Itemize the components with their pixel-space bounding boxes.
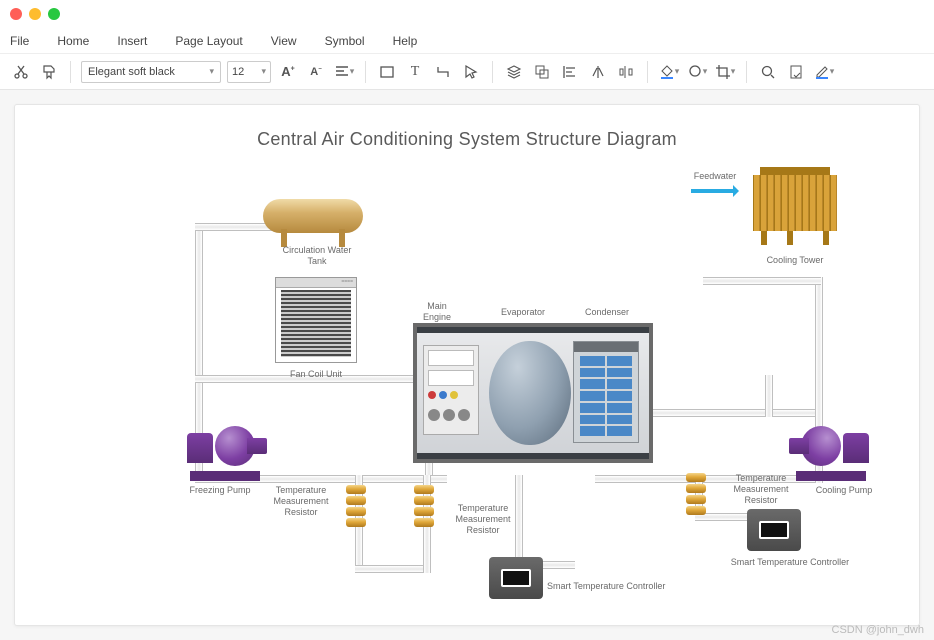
label-tmr-2: Temperature Measurement Resistor [445,503,521,535]
search-button[interactable] [757,61,779,83]
label-circ-tank: Circulation Water Tank [277,245,357,267]
flip-button[interactable] [587,61,609,83]
freezing-pump[interactable] [185,421,265,481]
menubar: File Home Insert Page Layout View Symbol… [0,28,934,54]
chevron-down-icon: ▾ [209,66,214,77]
feedwater-arrow [691,189,737,193]
close-dot[interactable] [10,8,22,20]
align-left-button[interactable] [559,61,581,83]
toolbar: Elegant soft black ▾ 12 ▾ A+ A− ▾ T ▾ ▾ … [0,54,934,90]
menu-file[interactable]: File [10,34,29,48]
label-feedwater: Feedwater [685,171,745,182]
circulation-water-tank[interactable] [263,199,363,241]
menu-insert[interactable]: Insert [117,34,147,48]
label-evaporator: Evaporator [493,307,553,318]
label-cooling-pump: Cooling Pump [811,485,877,496]
smart-controller-2[interactable] [747,509,801,551]
temp-resistor-1[interactable] [346,485,366,529]
canvas-area: Central Air Conditioning System Structur… [0,90,934,640]
layers-button[interactable] [503,61,525,83]
label-tmr-1: Temperature Measurement Resistor [263,485,339,517]
decrease-font-button[interactable]: A− [305,61,327,83]
page-settings-button[interactable] [785,61,807,83]
label-fan-coil: Fan Coil Unit [281,369,351,380]
align-button[interactable]: ▾ [333,61,355,83]
minimize-dot[interactable] [29,8,41,20]
cooling-tower[interactable] [753,167,837,245]
label-stc-2: Smart Temperature Controller [725,557,855,568]
label-stc-1: Smart Temperature Controller [547,581,667,592]
chevron-down-icon: ▾ [261,66,266,77]
attribution-text: CSDN @john_dwh [832,624,925,636]
fill-color-button[interactable]: ▾ [658,61,680,83]
pointer-tool[interactable] [460,61,482,83]
diagram-title: Central Air Conditioning System Structur… [15,129,919,150]
format-painter-button[interactable] [38,61,60,83]
menu-page-layout[interactable]: Page Layout [175,34,242,48]
smart-controller-1[interactable] [489,557,543,599]
zoom-dot[interactable] [48,8,60,20]
temp-resistor-2[interactable] [414,485,434,529]
label-tmr-3: Temperature Measurement Resistor [723,473,799,505]
cut-button[interactable] [10,61,32,83]
label-cooling-tower: Cooling Tower [759,255,831,266]
shape-outline-button[interactable]: ▾ [686,61,708,83]
font-family-value: Elegant soft black [88,66,175,78]
group-button[interactable] [531,61,553,83]
text-tool[interactable]: T [404,61,426,83]
crop-button[interactable]: ▾ [714,61,736,83]
menu-view[interactable]: View [271,34,297,48]
rectangle-tool[interactable] [376,61,398,83]
distribute-button[interactable] [615,61,637,83]
font-family-select[interactable]: Elegant soft black ▾ [81,61,221,83]
label-condenser: Condenser [577,307,637,318]
temp-resistor-3[interactable] [686,473,706,517]
cooling-pump[interactable] [791,421,871,481]
titlebar [0,0,934,28]
font-size-select[interactable]: 12 ▾ [227,61,271,83]
font-size-value: 12 [232,66,244,78]
menu-home[interactable]: Home [57,34,89,48]
increase-font-button[interactable]: A+ [277,61,299,83]
label-main-engine: Main Engine [415,301,459,323]
fan-coil-unit[interactable]: ==== [275,277,357,363]
pen-color-button[interactable]: ▾ [813,61,835,83]
canvas[interactable]: Central Air Conditioning System Structur… [14,104,920,626]
app-window: File Home Insert Page Layout View Symbol… [0,0,934,640]
label-freezing-pump: Freezing Pump [185,485,255,496]
menu-symbol[interactable]: Symbol [325,34,365,48]
menu-help[interactable]: Help [393,34,418,48]
connector-tool[interactable] [432,61,454,83]
chiller-unit[interactable] [413,323,653,463]
